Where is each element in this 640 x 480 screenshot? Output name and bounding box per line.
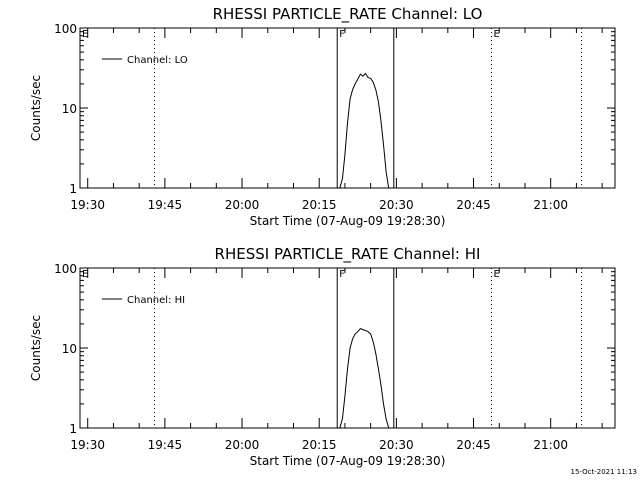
x-tick-label: 20:00 bbox=[225, 198, 260, 212]
y-tick-label: 10 bbox=[62, 102, 77, 116]
event-marker-label: F bbox=[339, 29, 345, 40]
event-marker-label: F bbox=[339, 269, 345, 280]
y-axis-label: Counts/sec bbox=[29, 75, 43, 141]
y-tick-label: 10 bbox=[62, 342, 77, 356]
series-line bbox=[339, 328, 390, 429]
event-marker-label: E bbox=[82, 269, 88, 280]
x-tick-label: 19:30 bbox=[70, 438, 105, 452]
y-tick-label: 1 bbox=[69, 422, 77, 436]
y-tick-label: 100 bbox=[54, 262, 77, 276]
legend-label: Channel: LO bbox=[127, 55, 188, 66]
x-tick-label: 20:30 bbox=[379, 438, 414, 452]
x-axis-label: Start Time (07-Aug-09 19:28:30) bbox=[250, 214, 446, 228]
plot-frame bbox=[79, 267, 616, 429]
x-tick-label: 20:15 bbox=[302, 438, 337, 452]
x-tick-label: 20:45 bbox=[456, 438, 491, 452]
x-tick-label: 19:30 bbox=[70, 198, 105, 212]
x-tick-label: 19:45 bbox=[148, 198, 183, 212]
chart-title: RHESSI PARTICLE_RATE Channel: LO bbox=[213, 5, 483, 24]
y-axis-label: Counts/sec bbox=[29, 315, 43, 381]
x-tick-label: 20:15 bbox=[302, 198, 337, 212]
plot-frame bbox=[79, 27, 616, 189]
event-marker-label: E bbox=[494, 29, 500, 40]
x-tick-label: 19:45 bbox=[148, 438, 183, 452]
y-tick-label: 1 bbox=[69, 182, 77, 196]
footer-timestamp: 15-Oct-2021 11:13 bbox=[571, 468, 637, 476]
series-line bbox=[339, 72, 390, 189]
x-tick-label: 20:00 bbox=[225, 438, 260, 452]
chart-panel-hi: RHESSI PARTICLE_RATE Channel: HI 1 10 100 Co… bbox=[29, 245, 616, 468]
x-axis-label: Start Time (07-Aug-09 19:28:30) bbox=[250, 454, 446, 468]
x-tick-label: 21:00 bbox=[533, 438, 568, 452]
y-tick-label: 100 bbox=[54, 22, 77, 36]
event-marker-label: E bbox=[494, 269, 500, 280]
legend-label: Channel: HI bbox=[127, 295, 185, 306]
x-tick-label: 20:45 bbox=[456, 198, 491, 212]
event-marker-label: E bbox=[82, 29, 88, 40]
chart-title: RHESSI PARTICLE_RATE Channel: HI bbox=[215, 245, 481, 264]
chart-panel-lo: RHESSI PARTICLE_RATE Channel: LO 1 10 100 Co… bbox=[29, 5, 616, 228]
x-tick-label: 20:30 bbox=[379, 198, 414, 212]
x-tick-label: 21:00 bbox=[533, 198, 568, 212]
